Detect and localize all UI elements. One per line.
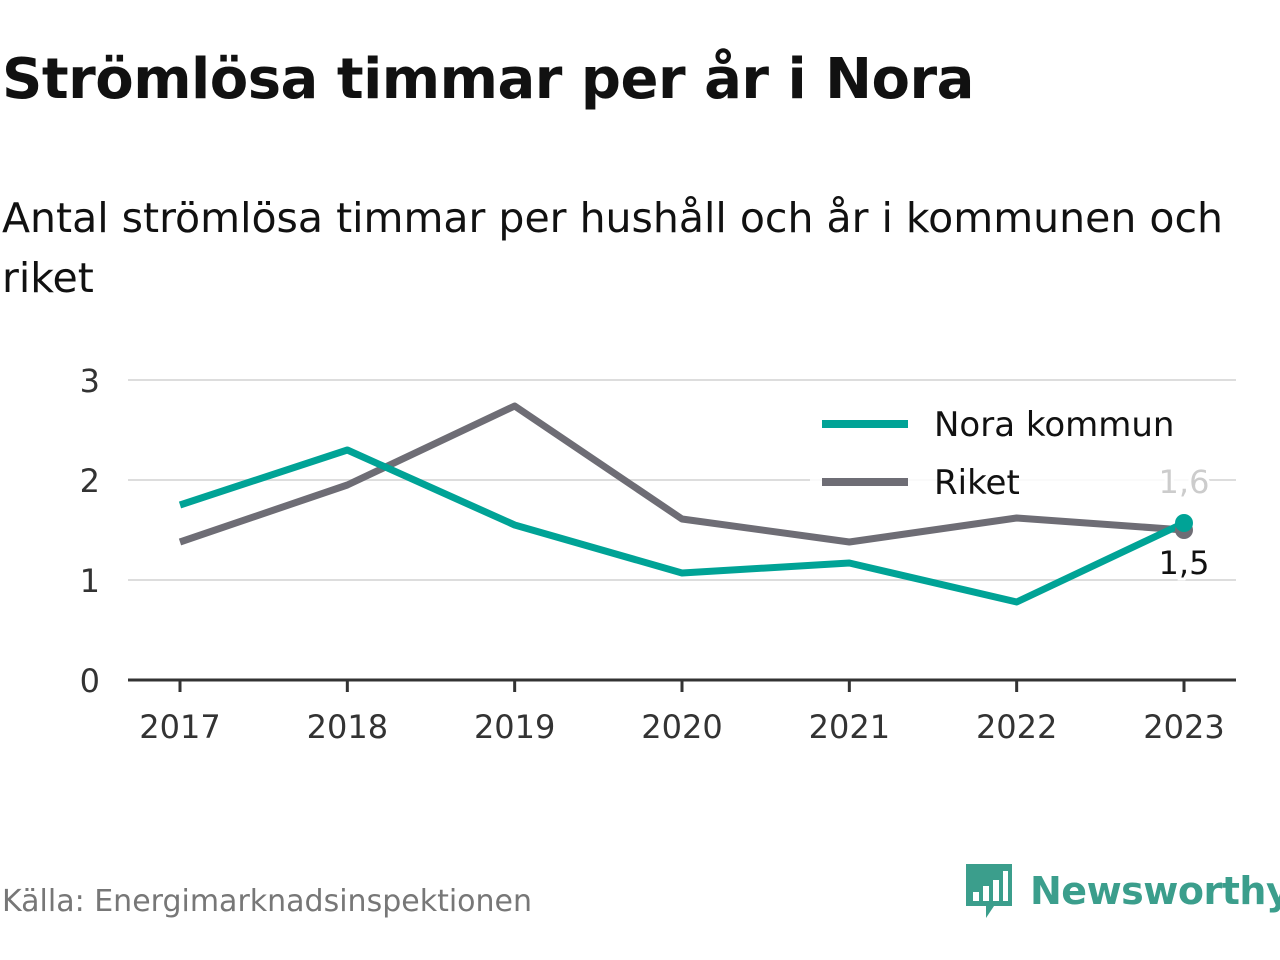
x-tick-label: 2022 xyxy=(976,708,1057,746)
legend-label: Nora kommun xyxy=(934,405,1174,445)
source-note: Källa: Energimarknadsinspektionen xyxy=(2,884,533,919)
brand-logo: Newsworthy xyxy=(964,862,1280,920)
legend-label: Riket xyxy=(934,463,1020,503)
chart-subtitle: Antal strömlösa timmar per hushåll och å… xyxy=(2,194,1223,302)
y-axis: 0 1 2 3 xyxy=(80,362,100,700)
series-line-riket xyxy=(178,402,1185,546)
end-label: 1,6 xyxy=(1159,463,1210,501)
x-tick-label: 2023 xyxy=(1143,708,1224,746)
end-label: 1,5 xyxy=(1159,544,1210,582)
x-tick-label: 2019 xyxy=(474,708,555,746)
legend: Nora kommun Riket xyxy=(810,394,1200,504)
series-lines xyxy=(178,402,1193,606)
x-tick-label: 2018 xyxy=(307,708,388,746)
x-axis: 2017 2018 2019 2020 2021 2022 2023 xyxy=(128,678,1236,746)
x-tick-label: 2020 xyxy=(641,708,722,746)
x-tick-label: 2017 xyxy=(139,708,220,746)
y-tick-label: 0 xyxy=(80,662,100,700)
brand-name: Newsworthy xyxy=(1030,869,1280,913)
newsworthy-logo-icon xyxy=(966,864,1012,918)
chart-title: Strömlösa timmar per år i Nora xyxy=(2,47,974,112)
x-tick-label: 2021 xyxy=(809,708,890,746)
y-tick-label: 2 xyxy=(80,462,100,500)
end-labels: 1,6 1,5 xyxy=(1156,460,1213,585)
line-chart: 2017 2018 2019 2020 2021 2022 2023 0 1 2 3 Nora k… xyxy=(80,362,1236,746)
y-tick-label: 1 xyxy=(80,562,100,600)
series-line-nora-kommun xyxy=(178,446,1186,606)
end-point-nora-kommun xyxy=(1175,514,1193,532)
y-tick-label: 3 xyxy=(80,362,100,400)
